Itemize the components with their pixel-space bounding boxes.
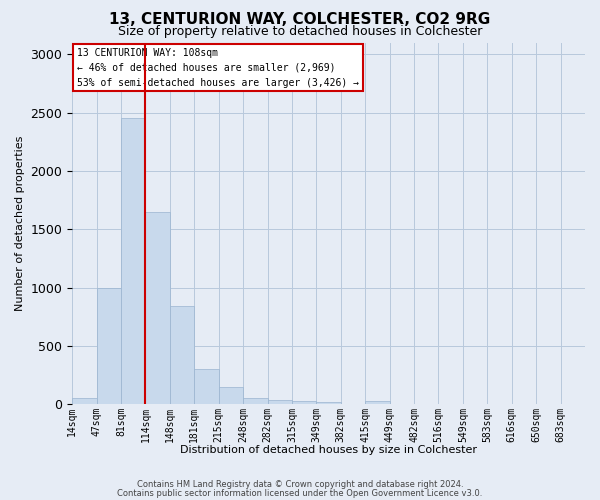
Text: 13, CENTURION WAY, COLCHESTER, CO2 9RG: 13, CENTURION WAY, COLCHESTER, CO2 9RG — [109, 12, 491, 28]
Bar — [121, 118, 145, 404]
Bar — [268, 400, 292, 404]
Bar — [145, 212, 170, 404]
Bar — [72, 398, 97, 404]
Bar — [365, 400, 389, 404]
Bar — [194, 369, 218, 404]
Bar — [170, 306, 194, 404]
Y-axis label: Number of detached properties: Number of detached properties — [15, 136, 25, 311]
Text: Contains HM Land Registry data © Crown copyright and database right 2024.: Contains HM Land Registry data © Crown c… — [137, 480, 463, 489]
Text: Size of property relative to detached houses in Colchester: Size of property relative to detached ho… — [118, 25, 482, 38]
Bar — [218, 386, 243, 404]
Bar — [292, 400, 316, 404]
Bar — [97, 288, 121, 404]
Text: 13 CENTURION WAY: 108sqm
← 46% of detached houses are smaller (2,969)
53% of sem: 13 CENTURION WAY: 108sqm ← 46% of detach… — [77, 48, 359, 88]
Bar — [316, 402, 341, 404]
X-axis label: Distribution of detached houses by size in Colchester: Distribution of detached houses by size … — [180, 445, 477, 455]
Text: Contains public sector information licensed under the Open Government Licence v3: Contains public sector information licen… — [118, 488, 482, 498]
Bar — [243, 398, 268, 404]
